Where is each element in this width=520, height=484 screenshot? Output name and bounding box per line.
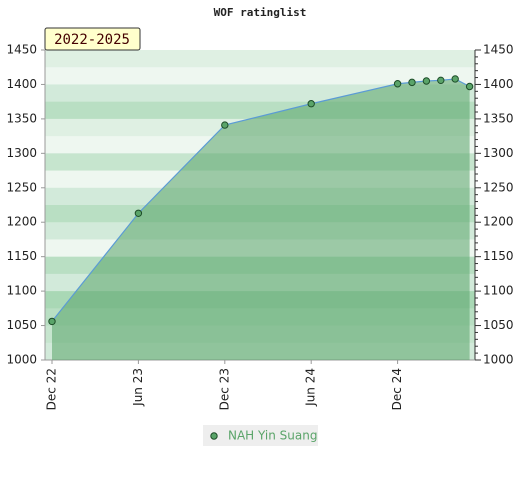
x-tick-label: Jun 23	[131, 368, 145, 407]
chart-title: WOF ratinglist	[214, 6, 307, 19]
y2-tick-label: 1000	[483, 353, 514, 367]
point	[221, 121, 229, 129]
point	[408, 78, 416, 87]
y2-tick-label: 1250	[483, 180, 514, 194]
point	[134, 209, 143, 217]
stripe	[45, 67, 475, 85]
y-tick-label: 1350	[6, 111, 37, 125]
legend-marker	[210, 432, 218, 440]
y2-tick-label: 1350	[483, 111, 514, 125]
y2-tick-label: 1100	[483, 284, 514, 298]
legend-box	[203, 425, 318, 446]
y-tick-label: 1300	[6, 146, 37, 160]
y-tick-label: 1450	[6, 43, 37, 57]
y-tick-label: 1100	[6, 284, 37, 298]
point	[422, 77, 431, 85]
x-tick-label: Dec 24	[390, 368, 404, 410]
x-tick-label: Dec 23	[217, 368, 231, 410]
y-tick-label: 1000	[6, 353, 37, 367]
y2-tick-label: 1200	[483, 215, 514, 229]
y-tick-label: 1200	[6, 215, 37, 229]
y-tick-label: 1250	[6, 180, 37, 194]
y2-tick-label: 1050	[483, 318, 514, 332]
y2-tick-label: 1450	[483, 43, 514, 57]
y2-tick-label: 1300	[483, 146, 514, 160]
point	[307, 100, 315, 108]
x-tick-label: Dec 22	[45, 368, 59, 410]
y-tick-label: 1150	[6, 249, 37, 263]
point	[465, 82, 474, 91]
point	[393, 80, 402, 88]
area	[52, 78, 470, 360]
period-box	[44, 27, 141, 51]
point	[48, 317, 56, 326]
y-tick-label: 1050	[6, 318, 37, 332]
period-label: 2022-2025	[54, 32, 130, 48]
line	[51, 78, 470, 322]
stripe	[45, 50, 475, 68]
x-tick-label: Jun 24	[304, 368, 318, 407]
point	[437, 76, 445, 85]
y2-tick-label: 1400	[483, 77, 514, 91]
y-tick-label: 1400	[6, 77, 37, 91]
point	[451, 75, 459, 83]
y2-tick-label: 1150	[483, 249, 514, 263]
legend-label: NAH Yin Suang	[228, 429, 317, 443]
